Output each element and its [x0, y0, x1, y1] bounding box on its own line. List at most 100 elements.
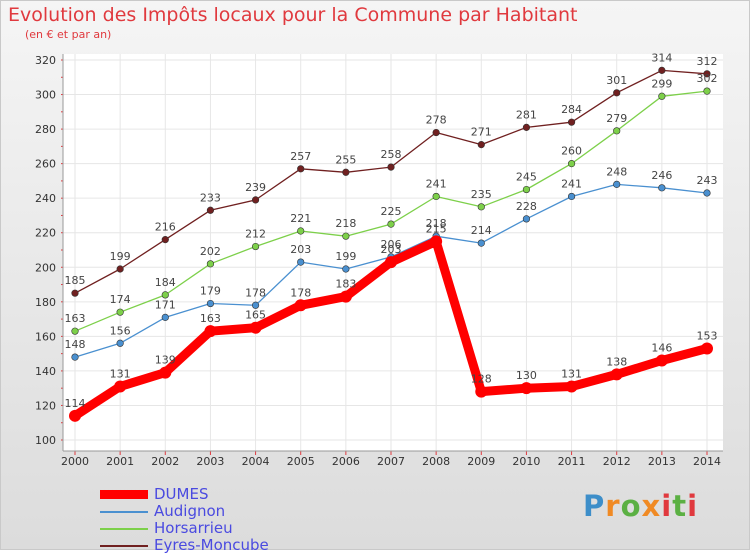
data-label: 225 [381, 205, 402, 218]
data-label: 138 [606, 355, 627, 368]
data-label: 218 [426, 217, 447, 230]
legend-label: Audignon [154, 502, 226, 520]
data-point-audignon [297, 258, 305, 266]
x-tick-label: 2010 [512, 455, 540, 468]
data-point-audignon [116, 339, 124, 347]
data-label: 212 [245, 228, 266, 241]
data-point-dumes [610, 368, 623, 381]
x-tick-label: 2002 [151, 455, 179, 468]
data-point-dumes [114, 380, 127, 393]
data-point-audignon [477, 239, 485, 247]
data-label: 241 [426, 177, 447, 190]
data-point-dumes [475, 385, 488, 398]
x-tick-label: 2001 [106, 455, 134, 468]
data-point-horsarrieu [613, 127, 621, 135]
data-point-eyres-moncube [703, 70, 711, 78]
data-point-dumes [565, 380, 578, 393]
data-label: 185 [65, 274, 86, 287]
data-point-eyres-moncube [297, 165, 305, 173]
data-label: 203 [381, 243, 402, 256]
y-tick-label: 100 [35, 434, 56, 447]
legend-label: DUMES [154, 485, 209, 503]
data-label: 233 [200, 191, 221, 204]
data-label: 199 [110, 250, 131, 263]
legend-swatch [100, 490, 148, 499]
legend-item: Audignon [100, 503, 269, 520]
data-point-eyres-moncube [342, 168, 350, 176]
data-point-dumes [430, 235, 443, 248]
data-point-dumes [249, 321, 262, 334]
data-label: 301 [606, 74, 627, 87]
data-point-horsarrieu [432, 192, 440, 201]
data-point-eyres-moncube [522, 123, 531, 131]
data-label: 255 [335, 153, 356, 166]
data-label: 203 [290, 243, 311, 256]
data-label: 178 [245, 286, 266, 299]
x-tick-label: 2007 [377, 455, 405, 468]
x-tick-label: 2005 [287, 455, 315, 468]
proxiti-logo: Proxiti [583, 489, 699, 523]
data-label: 278 [426, 114, 447, 127]
data-label: 216 [155, 221, 176, 234]
chart-legend: DUMES Audignon Horsarrieu Eyres-Moncube [100, 486, 269, 554]
data-point-horsarrieu [522, 185, 531, 194]
data-label: 128 [471, 373, 492, 386]
data-label: 163 [200, 312, 221, 325]
data-point-dumes [159, 366, 172, 379]
data-point-eyres-moncube [161, 236, 169, 244]
x-tick-label: 2009 [467, 455, 495, 468]
data-label: 131 [561, 367, 582, 380]
data-point-horsarrieu [703, 87, 711, 95]
data-label: 174 [110, 293, 131, 306]
data-point-audignon [71, 353, 79, 361]
data-point-eyres-moncube [116, 265, 124, 273]
data-point-dumes [701, 342, 713, 355]
data-label: 284 [561, 103, 582, 116]
x-tick-label: 2004 [242, 455, 270, 468]
data-label: 148 [65, 338, 86, 351]
y-tick-label: 200 [35, 261, 56, 274]
data-point-audignon [567, 192, 576, 201]
x-tick-label: 2003 [196, 455, 224, 468]
plot-area [63, 54, 723, 451]
data-label: 215 [426, 222, 447, 235]
data-label: 114 [65, 397, 86, 410]
data-point-eyres-moncube [477, 141, 485, 149]
x-tick-label: 2012 [603, 455, 631, 468]
data-label: 214 [471, 224, 492, 237]
data-point-audignon [522, 215, 531, 223]
data-label: 163 [65, 312, 86, 325]
data-point-horsarrieu [477, 203, 485, 211]
y-tick-label: 320 [35, 54, 56, 67]
y-tick-label: 240 [35, 192, 56, 205]
x-tick-label: 2013 [648, 455, 676, 468]
chart-title: Evolution des Impôts locaux pour la Comm… [8, 4, 578, 26]
data-label: 183 [335, 278, 356, 291]
legend-item: Horsarrieu [100, 520, 269, 537]
data-label: 178 [290, 286, 311, 299]
y-tick-label: 300 [35, 89, 56, 102]
data-label: 235 [471, 188, 492, 201]
data-label: 218 [335, 217, 356, 230]
data-label: 258 [381, 148, 402, 161]
x-tick-label: 2006 [332, 455, 360, 468]
y-tick-label: 120 [35, 399, 56, 412]
data-point-horsarrieu [116, 308, 124, 316]
data-label: 260 [561, 145, 582, 158]
y-tick-label: 220 [35, 227, 56, 240]
data-label: 246 [651, 169, 672, 182]
data-label: 139 [155, 354, 176, 367]
data-label: 314 [651, 51, 672, 64]
data-label: 153 [697, 329, 718, 342]
data-label: 312 [697, 55, 718, 68]
data-label: 156 [110, 324, 131, 337]
data-point-horsarrieu [161, 291, 169, 299]
data-point-audignon [658, 184, 666, 192]
data-label: 281 [516, 108, 537, 121]
data-point-audignon [206, 299, 215, 308]
data-label: 130 [516, 369, 537, 382]
data-label: 243 [697, 174, 718, 187]
chart-subtitle: (en € et par an) [25, 28, 112, 41]
data-label: 248 [606, 165, 627, 178]
x-tick-label: 2014 [693, 455, 721, 468]
